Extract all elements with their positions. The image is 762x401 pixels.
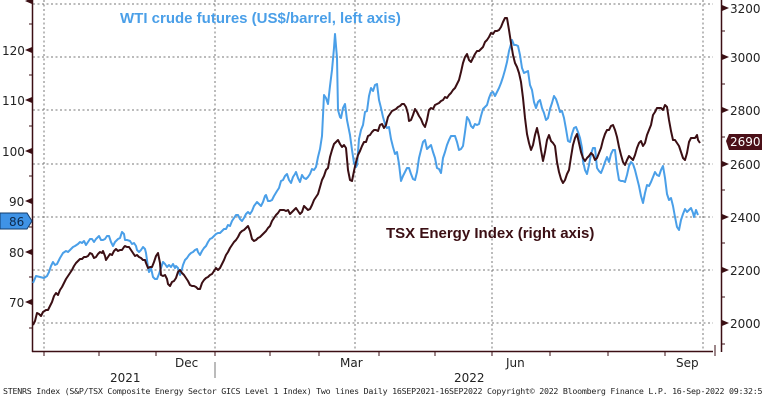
right-tick-2800: 2800: [730, 104, 761, 118]
tsx-line: [32, 17, 701, 326]
right-tick-2200: 2200: [730, 264, 761, 278]
left-tick-100: 100: [2, 145, 25, 159]
tsx-badge-text: 2690: [730, 135, 761, 149]
tsx-annotation: TSX Energy Index (right axis): [386, 225, 594, 242]
left-tick-120: 120: [2, 44, 25, 58]
right-axis: 3200 3000 2800 2600 2400 2200 2000: [720, 0, 761, 352]
wti-line: [32, 33, 699, 284]
right-tick-2400: 2400: [730, 211, 761, 225]
left-tick-90: 90: [9, 195, 24, 209]
right-tick-2600: 2600: [730, 158, 761, 172]
wti-last-value-badge: 86: [0, 212, 33, 230]
wti-annotation: WTI crude futures (US$/barrel, left axis…: [120, 10, 401, 27]
x-year-2022: 2022: [454, 371, 485, 385]
x-tick-dec: Dec: [175, 356, 198, 370]
left-tick-110: 110: [2, 94, 25, 108]
right-tick-3000: 3000: [730, 51, 761, 65]
vertical-gridlines: [43, 0, 704, 351]
left-tick-80: 80: [9, 246, 24, 260]
wti-badge-text: 86: [9, 215, 24, 229]
x-tick-jun: Jun: [505, 356, 525, 370]
chart-footer-source: STENRS Index (S&P/TSX Composite Energy S…: [3, 386, 762, 396]
left-axis: 120 110 100 90 80 70: [2, 0, 34, 352]
tsx-last-value-badge: 2690: [726, 134, 762, 150]
right-tick-2000: 2000: [730, 317, 761, 331]
left-tick-70: 70: [9, 296, 24, 310]
horizontal-gridlines: [33, 3, 713, 324]
x-tick-mar: Mar: [340, 356, 363, 370]
x-axis: Dec Mar Jun Sep 2021 2022: [32, 345, 716, 385]
x-tick-sep: Sep: [676, 356, 699, 370]
right-tick-3200: 3200: [730, 2, 761, 16]
x-year-2021: 2021: [110, 371, 141, 385]
